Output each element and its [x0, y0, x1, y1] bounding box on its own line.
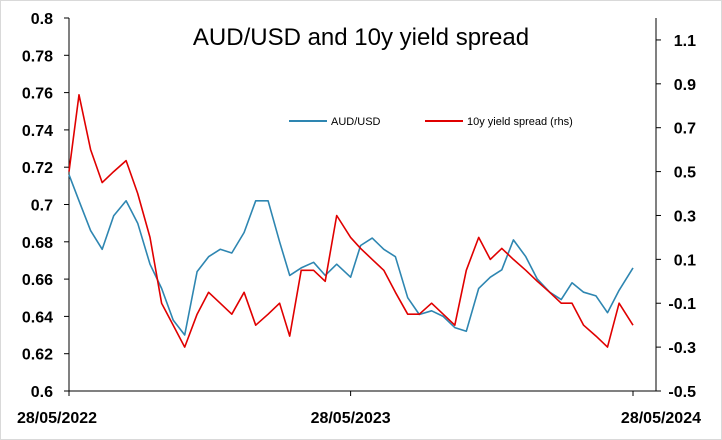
y-left-tick-label: 0.72	[22, 160, 53, 177]
series-line-audusd	[68, 174, 634, 336]
series-group	[68, 94, 634, 348]
series-line-spread	[68, 94, 634, 348]
chart-title: AUD/USD and 10y yield spread	[193, 24, 529, 51]
y-left-tick-label: 0.66	[22, 272, 53, 289]
y-right-tick-label: 0.5	[674, 165, 696, 182]
y-right-tick-label: 0.9	[674, 77, 696, 94]
y-left-tick-label: 0.62	[22, 347, 53, 364]
y-left-tick-label: 0.8	[31, 11, 53, 28]
y-left-tick-label: 0.7	[31, 198, 53, 215]
x-tick-label: 28/05/2024	[621, 410, 701, 427]
axes-group: 0.6 0.62 0.64 0.66 0.68 0.7 0.72 0.74 0.76 0.78 0.…	[17, 11, 701, 427]
y-right-tick-label: 0.7	[674, 121, 696, 138]
y-right-tick-label: -0.5	[668, 384, 696, 401]
y-left-tick-label: 0.64	[22, 309, 53, 326]
x-tick-label: 28/05/2022	[17, 410, 97, 427]
legend: AUD/USD 10y yield spread (rhs)	[289, 116, 573, 128]
y-left-tick-label: 0.6	[31, 384, 53, 401]
y-right-tick-label: 0.3	[674, 208, 696, 225]
y-left-tick-label: 0.76	[22, 86, 53, 103]
x-tick-label: 28/05/2023	[311, 410, 391, 427]
y-right-tick-label: -0.3	[668, 340, 696, 357]
legend-label-spread: 10y yield spread (rhs)	[467, 116, 573, 128]
y-left-tick-label: 0.74	[22, 123, 53, 140]
y-right-tick-label: 1.1	[674, 33, 696, 50]
y-right-tick-label: -0.1	[668, 296, 696, 313]
y-left-tick-label: 0.68	[22, 235, 53, 252]
y-right-tick-label: 0.1	[674, 252, 696, 269]
y-left-tick-label: 0.78	[22, 48, 53, 65]
legend-label-audusd: AUD/USD	[331, 116, 381, 128]
